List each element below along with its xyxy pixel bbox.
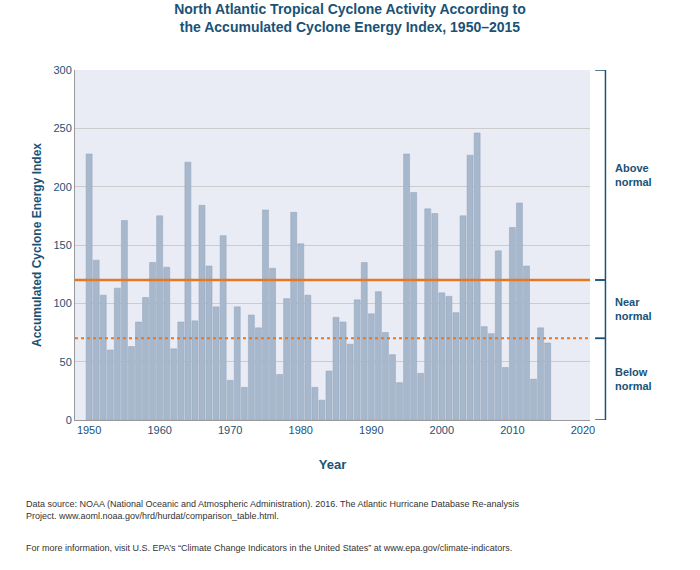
svg-text:1960: 1960 — [147, 424, 171, 436]
svg-text:1970: 1970 — [218, 424, 242, 436]
svg-text:Abovenormal: Abovenormal — [615, 162, 652, 188]
svg-text:2010: 2010 — [500, 424, 524, 436]
svg-text:1990: 1990 — [359, 424, 383, 436]
svg-text:For more information, visit U.: For more information, visit U.S. EPA’s “… — [26, 543, 512, 553]
svg-text:1950: 1950 — [77, 424, 101, 436]
svg-text:Accumulated Cyclone Energy Ind: Accumulated Cyclone Energy Index — [30, 143, 44, 347]
svg-text:150: 150 — [53, 239, 71, 251]
svg-text:2020: 2020 — [571, 424, 595, 436]
svg-text:50: 50 — [60, 356, 72, 368]
svg-text:2000: 2000 — [430, 424, 454, 436]
svg-text:100: 100 — [53, 297, 71, 309]
svg-text:Nearnormal: Nearnormal — [615, 296, 652, 322]
svg-text:North Atlantic Tropical Cyclon: North Atlantic Tropical Cyclone Activity… — [174, 1, 526, 35]
svg-text:1980: 1980 — [289, 424, 313, 436]
svg-text:0: 0 — [66, 414, 72, 426]
svg-text:200: 200 — [53, 181, 71, 193]
svg-text:Data source: NOAA (National Oc: Data source: NOAA (National Oceanic and … — [26, 499, 520, 521]
svg-text:300: 300 — [53, 64, 71, 76]
svg-text:Year: Year — [319, 457, 346, 472]
svg-text:Belownormal: Belownormal — [615, 366, 652, 392]
svg-text:250: 250 — [53, 122, 71, 134]
